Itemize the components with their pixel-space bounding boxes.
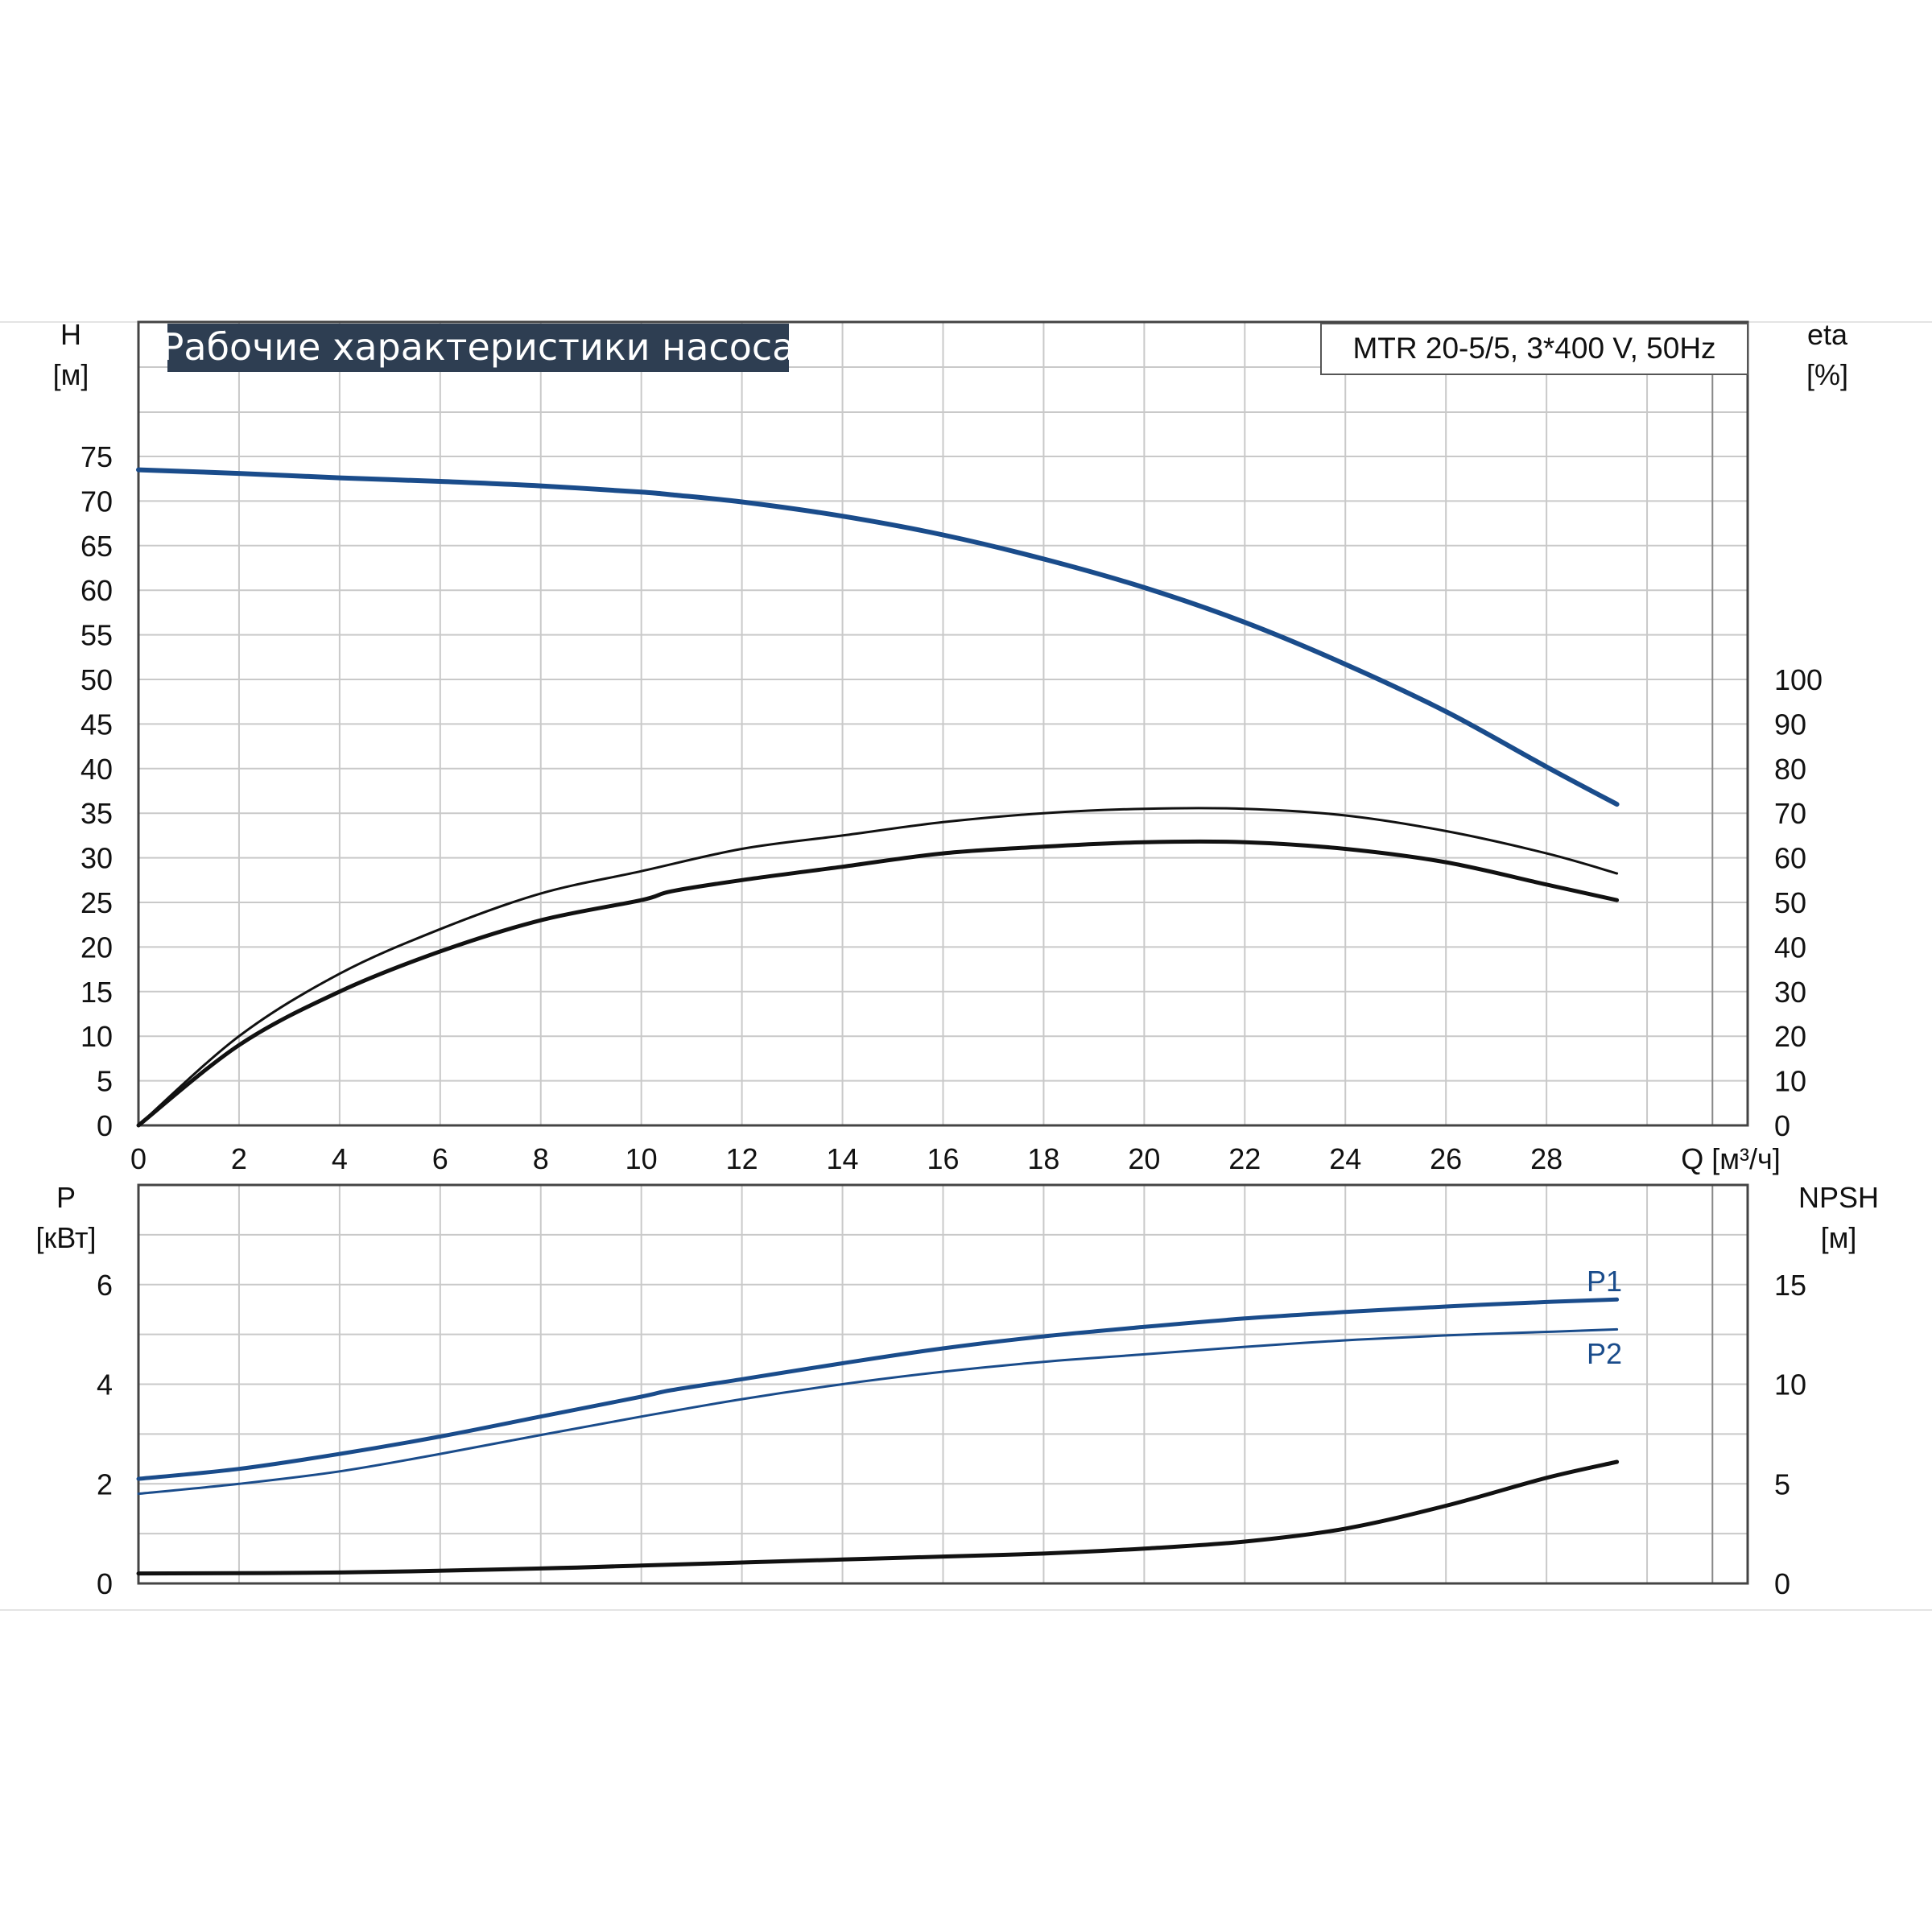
y-tick-label-h: 30 (80, 842, 113, 875)
y-tick-label-h: 5 (97, 1065, 113, 1098)
x-tick-label: 22 (1228, 1142, 1261, 1175)
tick-labels: 0 2 4 6 8 10 12 14 16 18 20 22 24 26 28051015202530354… (80, 440, 1823, 1600)
y2-tick-label-eta: 0 (1774, 1109, 1790, 1142)
y2-tick-label-eta: 80 (1774, 753, 1806, 786)
x-tick-label: 24 (1329, 1142, 1361, 1175)
x-axis-title: Q [м³/ч] (1681, 1142, 1781, 1175)
x-tick-label: 20 (1128, 1142, 1160, 1175)
power-curve-p2 (137, 1327, 1619, 1496)
x-tick-label: 14 (827, 1142, 859, 1175)
model-box: MTR 20-5/5, 3*400 V, 50Hz (1320, 323, 1748, 375)
y2-axis-title-npsh: NPSH (1798, 1181, 1879, 1214)
y-tick-label-p: 6 (97, 1269, 113, 1302)
npsh-curve (136, 1459, 1620, 1576)
series-label-p2: P2 (1587, 1337, 1622, 1370)
y2-axis-title-eta: eta (1807, 318, 1848, 351)
lower-axis-titles: P [кВт] NPSH [м] (35, 1181, 1879, 1254)
y2-tick-label-eta: 40 (1774, 931, 1806, 964)
model-label: MTR 20-5/5, 3*400 V, 50Hz (1352, 332, 1715, 365)
title-background (167, 324, 789, 372)
y-tick-label-p: 2 (97, 1468, 113, 1501)
y2-axis-unit-eta: [%] (1806, 358, 1848, 391)
y2-tick-label-eta: 70 (1774, 797, 1806, 830)
y2-tick-label-npsh: 0 (1774, 1567, 1790, 1600)
y-tick-label-h: 55 (80, 619, 113, 652)
y-tick-label-h: 20 (80, 931, 113, 964)
y-tick-label-h: 50 (80, 663, 113, 696)
y-tick-label-h: 70 (80, 485, 113, 518)
chart-title: Рабочие характеристики насоса (162, 325, 795, 369)
efficiency-curve-eta-total (137, 807, 1619, 1127)
y-tick-label-p: 0 (97, 1567, 113, 1600)
y2-tick-label-eta: 100 (1774, 663, 1823, 696)
y2-tick-label-eta: 30 (1774, 976, 1806, 1009)
y2-tick-label-eta: 50 (1774, 886, 1806, 919)
curves (136, 467, 1620, 1576)
x-tick-label: 6 (432, 1142, 448, 1175)
x-tick-label: 28 (1530, 1142, 1563, 1175)
y2-tick-label-npsh: 15 (1774, 1269, 1806, 1302)
efficiency-curve-eta-pump (136, 839, 1620, 1128)
power-curve-p1 (136, 1297, 1620, 1481)
x-tick-label: 12 (726, 1142, 758, 1175)
series-labels: P1 P2 (1587, 1265, 1622, 1370)
y2-axis-unit-npsh: [м] (1821, 1221, 1857, 1254)
x-tick-label: 4 (332, 1142, 348, 1175)
y-axis-unit-h: [м] (53, 358, 89, 391)
series-label-p1: P1 (1587, 1265, 1622, 1298)
model-background (1320, 323, 1748, 375)
y-tick-label-h: 10 (80, 1020, 113, 1053)
grid-lines (138, 322, 1748, 1583)
x-tick-label: 18 (1027, 1142, 1059, 1175)
y-tick-label-h: 25 (80, 886, 113, 919)
x-tick-label: 16 (927, 1142, 959, 1175)
upper-axis-titles: H [м] eta [%] Q [м³/ч] (53, 318, 1848, 1175)
x-tick-label: 2 (231, 1142, 247, 1175)
y-tick-label-h: 35 (80, 797, 113, 830)
upper-plot-frame (137, 320, 1749, 1127)
y-axis-unit-p: [кВт] (35, 1221, 96, 1254)
y-tick-label-h: 45 (80, 708, 113, 741)
y-axis-title-h: H (60, 318, 81, 351)
y2-tick-label-npsh: 10 (1774, 1368, 1806, 1402)
y-tick-label-h: 65 (80, 530, 113, 563)
y-tick-label-p: 4 (97, 1368, 113, 1402)
y-tick-label-h: 15 (80, 976, 113, 1009)
x-tick-label: 8 (533, 1142, 549, 1175)
y2-tick-label-eta: 20 (1774, 1020, 1806, 1053)
y2-tick-label-eta: 90 (1774, 708, 1806, 741)
y-tick-label-h: 75 (80, 440, 113, 473)
y-axis-title-p: P (56, 1181, 76, 1214)
y-tick-label-h: 60 (80, 574, 113, 607)
y2-tick-label-eta: 60 (1774, 842, 1806, 875)
y2-tick-label-npsh: 5 (1774, 1468, 1790, 1501)
plot-frames (137, 320, 1749, 1585)
title-box: Рабочие характеристики насоса (162, 324, 795, 372)
x-tick-label: 0 (130, 1142, 147, 1175)
x-tick-label: 10 (625, 1142, 658, 1175)
x-tick-label: 26 (1430, 1142, 1462, 1175)
head-curve (136, 467, 1620, 807)
lower-plot-frame (137, 1183, 1749, 1585)
y2-tick-label-eta: 10 (1774, 1065, 1806, 1098)
y-tick-label-h: 40 (80, 753, 113, 786)
y-tick-label-h: 0 (97, 1109, 113, 1142)
